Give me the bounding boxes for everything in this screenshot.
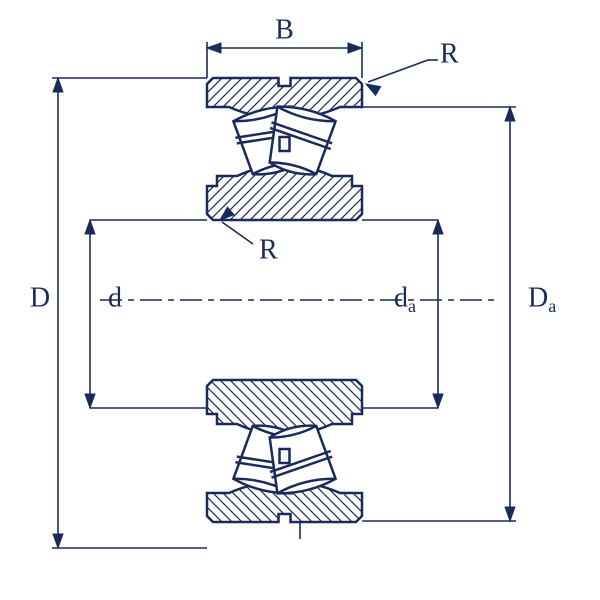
dim-label-Da: Da: [528, 282, 556, 316]
section-top: [207, 78, 362, 220]
dim-label-R-inner: R: [259, 234, 278, 265]
dim-label-R-top: R: [440, 38, 459, 69]
dim-label-B: B: [275, 14, 294, 45]
dim-label-da: da: [394, 282, 416, 316]
dim-label-D: D: [30, 282, 50, 313]
section-bottom: [207, 380, 362, 522]
dim-label-d: d: [108, 282, 122, 313]
bearing-cross-section-diagram: B Dd da Da R R: [0, 0, 600, 600]
